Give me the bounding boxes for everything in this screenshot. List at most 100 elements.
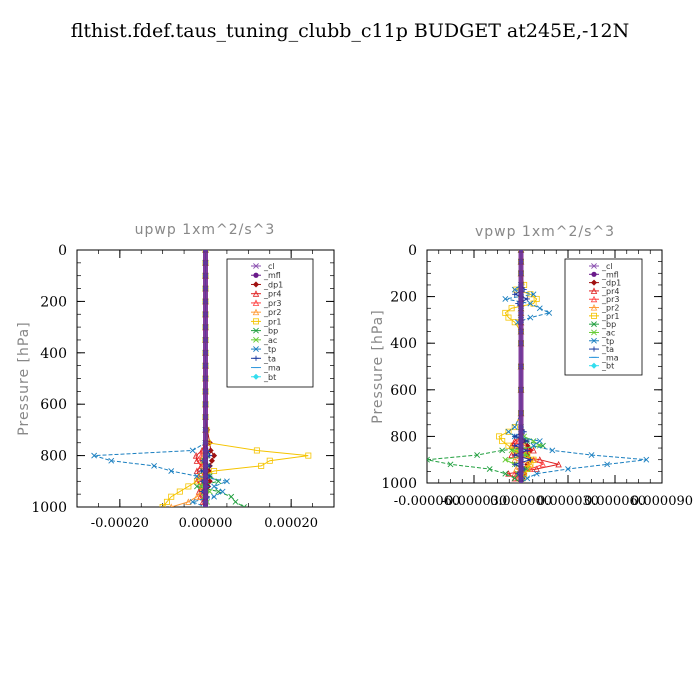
point-_bp (474, 452, 481, 458)
point-_tp (527, 314, 534, 321)
point-_tp (219, 488, 226, 495)
legend-marker (591, 321, 597, 328)
legend-label: _ma (601, 353, 619, 362)
point-_tp (189, 498, 196, 505)
point-_bp (241, 504, 247, 507)
legend: _cl_mfl_dp1_pr4_pr3_pr2_pr1_bp_ac_tp_ta_… (564, 258, 643, 376)
point-_pr1 (185, 483, 192, 490)
point-_tp (546, 309, 553, 316)
point-_pr4 (555, 460, 562, 468)
point-_pr4 (197, 493, 204, 500)
panel-title: vpwp 1xm^2/s^3 (475, 224, 615, 240)
legend-label: _cl (263, 262, 275, 271)
legend-marker (253, 327, 259, 334)
point-_ac (198, 483, 205, 490)
x-tick-label: 0.00000 (179, 516, 233, 531)
legend-marker (253, 346, 259, 352)
legend-box (564, 258, 643, 376)
legend-marker (252, 299, 260, 306)
legend-label: _pr4 (601, 287, 619, 296)
panel-vpwp: 02004006008001000-0.000060-0.0000300.000… (370, 224, 693, 509)
point-_pr1 (305, 452, 312, 459)
point-_pr1 (159, 503, 166, 507)
point-_tp (211, 493, 217, 500)
point-_tp (189, 447, 196, 454)
x-tick-label: -0.000030 (441, 494, 507, 509)
point-_ta (527, 457, 533, 463)
legend-marker (591, 271, 597, 277)
legend-marker (253, 336, 259, 343)
point-_ta (512, 461, 518, 467)
x-tick-label: 0.000000 (490, 494, 552, 509)
legend-label: _cl (601, 262, 613, 271)
legend: _cl_mfl_dp1_pr4_pr3_pr2_pr1_bp_ac_tp_ta_… (226, 258, 314, 388)
point-_tp (505, 428, 512, 435)
legend-marker (591, 346, 597, 352)
point-_pr3 (527, 465, 534, 473)
y-tick-label: 800 (390, 429, 417, 445)
point-_tp (604, 461, 611, 468)
y-tick-label: 0 (58, 243, 67, 259)
point-_pr1 (533, 295, 540, 302)
point-_tp (168, 468, 175, 474)
point-_tp (151, 462, 158, 469)
legend-marker (253, 263, 259, 269)
x-tick-label: 0.000030 (537, 494, 599, 509)
point-_pr4 (533, 465, 540, 473)
point-_ac (502, 456, 509, 463)
point-_bp (215, 478, 222, 485)
point-_ta (512, 443, 518, 449)
legend-marker (253, 272, 259, 278)
point-_pr1 (211, 468, 218, 475)
legend-label: _pr2 (263, 308, 281, 317)
point-_ac (524, 452, 531, 458)
legend-label: _bp (601, 320, 616, 329)
legend-marker (590, 295, 598, 303)
series-group (91, 250, 312, 507)
point-_tp (511, 286, 518, 293)
legend-label: _ta (601, 345, 614, 354)
point-_bp (486, 466, 493, 472)
zero-column (518, 250, 524, 483)
y-tick-label: 1000 (381, 476, 417, 492)
x-tick-label: -0.00020 (91, 516, 149, 531)
legend-marker (591, 337, 597, 344)
point-_dp1 (208, 457, 215, 464)
panel-title: upwp 1xm^2/s^3 (135, 222, 276, 238)
legend-marker (591, 312, 598, 319)
point-_pr1 (163, 498, 170, 505)
point-_tp (211, 483, 217, 490)
point-_tp (91, 452, 98, 459)
legend-label: _bt (263, 373, 276, 382)
point-_tp (502, 296, 509, 302)
x-tick-label: 0.000060 (584, 494, 646, 509)
point-_ac (508, 447, 515, 454)
legend-marker (590, 287, 598, 294)
legend-marker (591, 263, 597, 269)
point-_tp (549, 447, 556, 454)
point-_pr4 (511, 474, 518, 482)
legend-label: _ta (263, 354, 276, 363)
point-_pr4 (193, 467, 201, 475)
point-_pr2 (185, 498, 192, 505)
y-axis-label: Pressure [hPa] (16, 321, 32, 435)
legend-label: _mfl (263, 271, 281, 280)
point-_pr4 (192, 452, 200, 459)
legend-marker (252, 373, 260, 380)
legend-marker (252, 318, 259, 325)
legend-marker (591, 329, 597, 336)
point-_pr1 (499, 438, 506, 445)
point-_tp (194, 473, 200, 480)
legend-label: _pr1 (263, 317, 281, 326)
legend-label: _bp (263, 327, 278, 336)
point-_tp (527, 300, 534, 307)
point-_pr3 (539, 460, 547, 468)
point-_bp (511, 475, 518, 482)
page-title: flthist.fdef.taus_tuning_clubb_c11p BUDG… (70, 20, 630, 42)
point-_tp (511, 424, 518, 430)
point-_bp (447, 461, 454, 468)
point-_bp (499, 447, 506, 454)
point-_tp (536, 305, 543, 312)
point-_tp (643, 456, 650, 463)
x-tick-label: -0.000060 (394, 494, 460, 509)
